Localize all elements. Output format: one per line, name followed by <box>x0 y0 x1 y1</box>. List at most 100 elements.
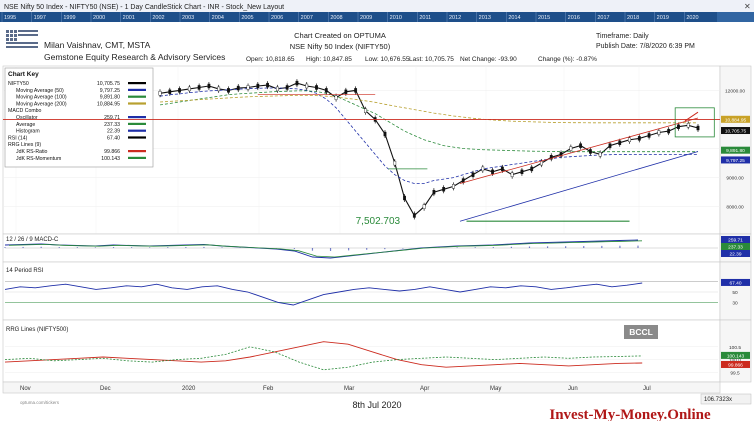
candle-body <box>384 132 386 136</box>
macd-histogram-bar <box>565 246 566 248</box>
candle-body <box>306 84 308 88</box>
macd-histogram-bar <box>312 248 313 251</box>
candle-body <box>599 152 601 156</box>
candle-body <box>345 90 347 94</box>
overview-year-label: 2001 <box>123 15 135 21</box>
company-name: Gemstone Equity Research & Advisory Serv… <box>44 52 225 62</box>
rsi-panel-title: 14 Period RSI <box>6 268 44 274</box>
candle-body <box>677 125 679 129</box>
candle-body <box>217 87 219 91</box>
instrument-name: NSE Nifty 50 Index (NIFTY50) <box>290 42 391 51</box>
x-axis-label: Feb <box>263 386 274 392</box>
axis-value-badge-text: 9,891.80 <box>726 148 745 154</box>
chart-key-label: Moving Average (200) <box>16 101 67 107</box>
candle-body <box>413 213 415 217</box>
axis-value-badge-text: 67.40 <box>729 280 741 286</box>
overview-window[interactable] <box>717 12 754 22</box>
axis-value-badge-text: 10,884.95 <box>725 117 747 123</box>
macd-histogram-bar <box>619 246 620 248</box>
macd-histogram-bar <box>185 247 186 248</box>
chart-key-value: 67.40 <box>107 135 120 141</box>
macd-histogram-bar <box>601 246 602 248</box>
candle-body <box>335 96 337 100</box>
macd-histogram-bar <box>475 247 476 248</box>
candle-body <box>511 173 513 177</box>
overview-year-label: 2009 <box>360 15 372 21</box>
macd-histogram-bar <box>203 247 204 248</box>
candle-body <box>628 138 630 142</box>
candle-body <box>296 81 298 85</box>
logo <box>6 30 38 48</box>
overview-year-label: 2007 <box>301 15 313 21</box>
macd-histogram-bar <box>167 247 168 248</box>
chart-key-label: Moving Average (100) <box>16 95 67 101</box>
x-axis-label: Jul <box>643 386 651 392</box>
macd-histogram-bar <box>511 247 512 248</box>
candle-body <box>188 87 190 91</box>
macd-histogram-bar <box>77 247 78 248</box>
site-watermark: Invest-My-Money.Online <box>549 407 711 421</box>
chart-key-value: 259.71 <box>104 115 120 121</box>
candle-body <box>521 170 523 174</box>
overview-bar[interactable] <box>0 12 754 22</box>
overview-year-label: 2016 <box>568 15 580 21</box>
rsi-panel[interactable] <box>3 262 720 320</box>
bccl-watermark-text: BCCL <box>629 327 653 337</box>
candle-body <box>531 167 533 171</box>
chart-key-value: 99.866 <box>104 149 120 155</box>
created-on: Chart Created on OPTUMA <box>294 31 386 40</box>
chart-key-value: 9,797.25 <box>100 88 120 94</box>
candle-body <box>433 190 435 194</box>
x-axis-label: 2020 <box>182 386 196 392</box>
price-tick-label: 12000.00 <box>725 88 745 94</box>
chart-key-swatch <box>128 116 146 118</box>
rrg-tick-label: 99.5 <box>730 370 740 376</box>
candle-body <box>648 133 650 137</box>
candle-body <box>394 161 396 165</box>
x-axis-label: Apr <box>420 386 429 392</box>
overview-year-label: 2003 <box>182 15 194 21</box>
candle-body <box>442 187 444 191</box>
rrg-panel-title: RRG Lines (NIFTY500) <box>6 327 68 333</box>
chart-key-value: 10,705.75 <box>97 81 120 87</box>
rsi-tick-label: 30 <box>732 300 738 306</box>
overview-year-label: 2012 <box>449 15 461 21</box>
candle-body <box>658 131 660 135</box>
chart-key-label: MACD Combo <box>8 108 42 114</box>
candle-body <box>178 88 180 92</box>
chart-key-label: Oscillator <box>16 115 38 121</box>
candle-body <box>697 126 699 130</box>
author-name: Milan Vaishnav, CMT, MSTA <box>44 40 151 50</box>
macd-histogram-bar <box>402 248 403 249</box>
candle-body <box>491 170 493 174</box>
macd-histogram-bar <box>529 247 530 249</box>
x-axis-label: Dec <box>100 386 111 392</box>
axis-value-badge-text: 100.143 <box>727 353 745 359</box>
candle-body <box>247 85 249 89</box>
overview-year-label: 2013 <box>479 15 491 21</box>
rrg-tick-label: 100.5 <box>729 345 741 351</box>
chart-key-swatch <box>128 102 146 104</box>
x-axis-label: Mar <box>344 386 354 392</box>
macd-histogram-bar <box>348 248 349 250</box>
candle-body <box>687 123 689 127</box>
chart-key-swatch <box>128 130 146 132</box>
candle-body <box>315 85 317 89</box>
candle-body <box>364 109 366 113</box>
macd-histogram-bar <box>294 248 295 249</box>
overview-year-label: 2005 <box>241 15 253 21</box>
chart-key-value: 9,891.80 <box>100 95 120 101</box>
chart-key-value: 22.39 <box>107 129 120 135</box>
rrg-panel[interactable] <box>3 320 720 382</box>
macd-histogram-bar <box>384 248 385 249</box>
close-icon[interactable]: ✕ <box>744 2 751 11</box>
candle-body <box>482 167 484 171</box>
overview-year-label: 2000 <box>93 15 105 21</box>
axis-value-badge-text: 9,797.25 <box>726 158 745 164</box>
ohlc-high: High: 10,847.85 <box>306 56 352 63</box>
publish-date: Publish Date: 7/8/2020 6:39 PM <box>596 43 695 50</box>
candle-body <box>423 205 425 209</box>
chart-key-label: Average <box>16 122 35 128</box>
macd-histogram-bar <box>583 246 584 248</box>
